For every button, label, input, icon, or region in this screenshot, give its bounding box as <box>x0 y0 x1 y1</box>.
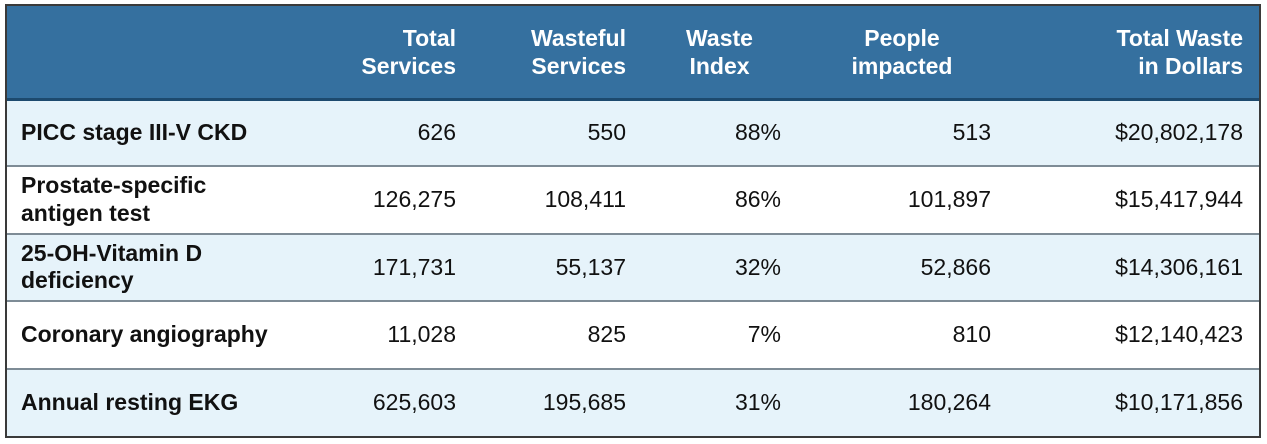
col-header-total-waste-dollars: Total Waste in Dollars <box>1007 6 1259 101</box>
waste-services-table-container: Total Services Wasteful Services Waste I… <box>5 4 1261 438</box>
cell-waste-index: 86% <box>642 165 797 234</box>
cell-total-services: 626 <box>417 119 456 146</box>
cell-people-impacted: 101,897 <box>797 165 1007 234</box>
cell-total-waste-dollars: $10,171,856 <box>1007 367 1259 436</box>
col-header-total-services: Total Services <box>287 6 472 101</box>
cell-total-services: 126,275 <box>287 165 472 234</box>
cell-total-waste-dollars: $14,306,161 <box>1007 232 1259 302</box>
row-label: PICC stage III-V CKD <box>21 119 248 146</box>
cell-people-impacted: 810 <box>797 300 1007 369</box>
cell-people-impacted: 180,264 <box>797 367 1007 436</box>
cell-total-services: 11,028 <box>287 300 472 369</box>
cell-total-services: 625,603 <box>287 367 472 436</box>
cell-waste-index: 32% <box>642 232 797 302</box>
cell-waste-index: 88% <box>734 119 781 146</box>
row-label: 25-OH-Vitamin D deficiency <box>7 232 287 302</box>
table-row: Annual resting EKG 625,603 195,685 31% 1… <box>7 367 1259 436</box>
cell-total-waste-dollars: $15,417,944 <box>1007 165 1259 234</box>
cell-total-waste-dollars: $20,802,178 <box>1115 119 1243 146</box>
cell-wasteful-services: 825 <box>472 300 642 369</box>
cell-wasteful-services: 55,137 <box>472 232 642 302</box>
table-header: Total Services Wasteful Services Waste I… <box>7 6 1259 101</box>
cell-waste-index: 31% <box>642 367 797 436</box>
cell-wasteful-services: 108,411 <box>472 165 642 234</box>
table-row: PICC stage III-V CKD 626 550 88% 513 $20… <box>7 99 1259 167</box>
col-header-blank <box>7 6 287 101</box>
col-header-wasteful-services: Wasteful Services <box>472 6 642 101</box>
row-label: Prostate-specific antigen test <box>7 165 287 234</box>
cell-total-services: 171,731 <box>287 232 472 302</box>
cell-waste-index: 7% <box>642 300 797 369</box>
col-header-waste-index: Waste Index <box>642 6 797 101</box>
table-row: 25-OH-Vitamin D deficiency 171,731 55,13… <box>7 232 1259 302</box>
cell-wasteful-services: 195,685 <box>472 367 642 436</box>
row-label: Annual resting EKG <box>7 367 287 436</box>
col-header-people-impacted: People impacted <box>797 6 1007 101</box>
table-row: Coronary angiography 11,028 825 7% 810 $… <box>7 300 1259 369</box>
row-label: Coronary angiography <box>7 300 287 369</box>
cell-total-waste-dollars: $12,140,423 <box>1007 300 1259 369</box>
cell-wasteful-services: 550 <box>587 119 626 146</box>
waste-services-table: Total Services Wasteful Services Waste I… <box>7 6 1259 436</box>
table-row: Prostate-specific antigen test 126,275 1… <box>7 165 1259 234</box>
header-row: Total Services Wasteful Services Waste I… <box>7 6 1259 101</box>
cell-people-impacted: 513 <box>952 119 991 146</box>
cell-people-impacted: 52,866 <box>797 232 1007 302</box>
table-body: PICC stage III-V CKD 626 550 88% 513 $20… <box>7 99 1259 436</box>
